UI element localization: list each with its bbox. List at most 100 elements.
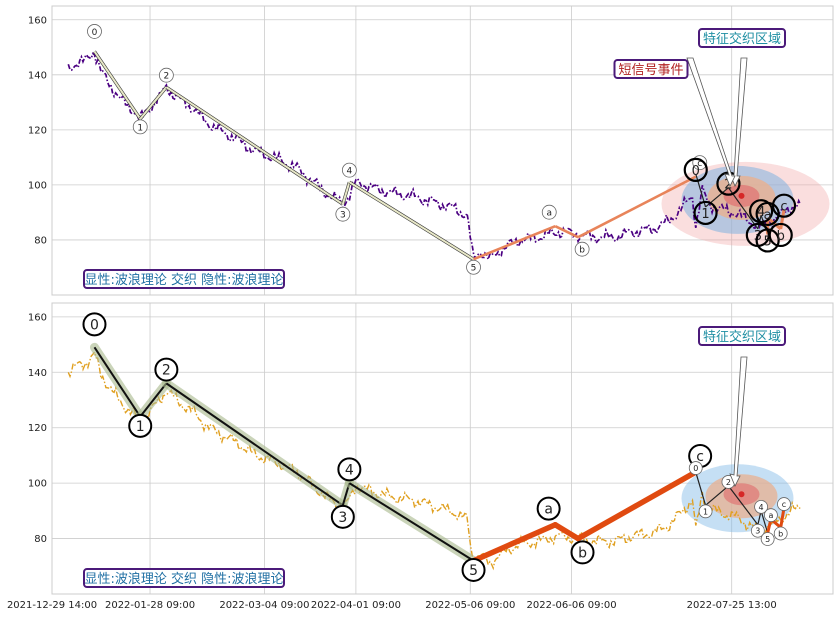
corrective-wave-segment [473,224,556,261]
impulse-wave-segment [93,346,142,418]
small-wave-label: 3 [755,527,760,536]
small-wave-label-circle [683,157,708,182]
impulse-wave-segment [341,181,351,205]
y-tick-label: 160 [28,15,47,26]
wave-label: 2 [162,363,171,379]
x-tick-label: 2022-06-06 09:00 [527,600,617,611]
small-wave-label: 1 [703,507,708,516]
zone-center-point [738,491,745,498]
wave-label-circle [158,67,174,83]
small-wave-label-circle [693,200,718,226]
small-wave-label: 2 [724,178,732,193]
x-tick-label: 2022-01-28 09:00 [105,600,195,611]
small-wave-label-circle [764,508,778,523]
annotation-box [698,326,786,346]
wave-label-circle [461,557,486,582]
wave-label-circle [330,504,355,529]
legend-text: 显性:波浪理论 交织 隐性:波浪理论 [84,571,283,587]
small-wave-label: a [764,208,772,223]
wave-label-circle [570,540,595,565]
wave-label-circle [128,413,153,438]
small-wave-label: b [777,229,785,244]
impulse-wave-segment [93,50,142,120]
wave-label: c [697,159,702,169]
y-tick-label: 120 [28,423,47,434]
wave-label-circle [341,162,357,178]
wave-label-circle [574,241,590,257]
wave-label-circle [337,457,362,482]
small-wave-label: 4 [757,205,765,220]
wave-label-circle [132,119,148,135]
small-wave-label: a [768,511,773,520]
small-wave-segment [779,507,786,528]
wave-label: c [696,449,704,465]
small-wave-label: c [780,200,787,215]
wave-label-circle [541,204,557,220]
plot-area [51,5,834,296]
annotation-box [698,28,786,48]
wave-label-circle [466,259,481,275]
annotation-arrow [729,356,748,487]
wave-label: 1 [137,123,143,133]
x-tick-label: 2022-03-04 09:00 [219,600,309,611]
y-tick-label: 80 [34,235,47,246]
small-wave-segment [695,471,707,506]
small-wave-label-circle [754,499,769,514]
small-wave-label: 2 [726,478,731,487]
y-tick-label: 80 [34,534,47,545]
wave-label: 0 [92,28,98,38]
wave-label: 4 [345,462,354,478]
annotation-label: 特征交织区域 [703,31,781,47]
corrective-wave-segment [554,225,579,239]
wave-label: 5 [471,264,477,274]
x-tick-label: 2021-12-29 14:00 [7,600,97,611]
wave-label: 1 [136,419,145,435]
small-wave-label: 4 [759,503,764,512]
impulse-wave-segment [139,86,168,120]
impulse-wave-segment [348,482,475,562]
price-series-line [67,52,802,263]
small-wave-label: c [782,500,786,509]
x-tick-label: 2022-04-01 09:00 [311,600,401,611]
annotation-label: 特征交织区域 [703,329,781,345]
legend-box [83,568,285,588]
small-wave-segment [727,485,759,526]
wave-label-circle [335,206,351,222]
small-wave-label-circle [768,222,793,248]
annotation-box [613,59,689,79]
corrective-wave-segment [577,175,697,239]
impulse-wave-segment [139,382,168,418]
wave-label: 2 [164,72,170,82]
wave-label: 0 [90,317,99,333]
wave-label: a [544,502,553,518]
wave-label: 4 [347,167,353,177]
small-wave-label: 5 [765,535,770,544]
plot-area [51,302,834,595]
small-wave-label-circle [750,523,765,538]
x-tick-label: 2022-05-06 09:00 [425,600,515,611]
small-wave-label-circle [755,201,780,227]
x-tick-label: 2022-07-25 13:00 [687,600,777,611]
small-wave-segment [705,485,729,506]
price-series-line [67,350,801,572]
small-wave-label-circle [755,228,780,253]
y-tick-label: 160 [28,312,47,323]
y-tick-label: 100 [28,180,47,191]
wave-label-circle [154,357,179,382]
wave-label: b [579,246,585,256]
small-wave-label: 1 [701,207,709,222]
impulse-wave-segment [165,86,344,206]
small-wave-label: 0 [693,464,698,473]
corrective-wave-segment [552,521,581,542]
chart-panel-top: 80100120140160012345abc012345abc特征交织区域短信… [28,5,834,296]
small-wave-label-circle [698,504,713,519]
wave-label-circle [536,496,561,521]
impulse-wave-segment [165,382,344,507]
corrective-wave-segment [470,521,558,564]
legend-text: 显性:波浪理论 交织 隐性:波浪理论 [84,272,283,288]
wave-label: 3 [338,510,347,526]
small-wave-label: 5 [764,234,772,249]
y-tick-label: 140 [28,368,47,379]
